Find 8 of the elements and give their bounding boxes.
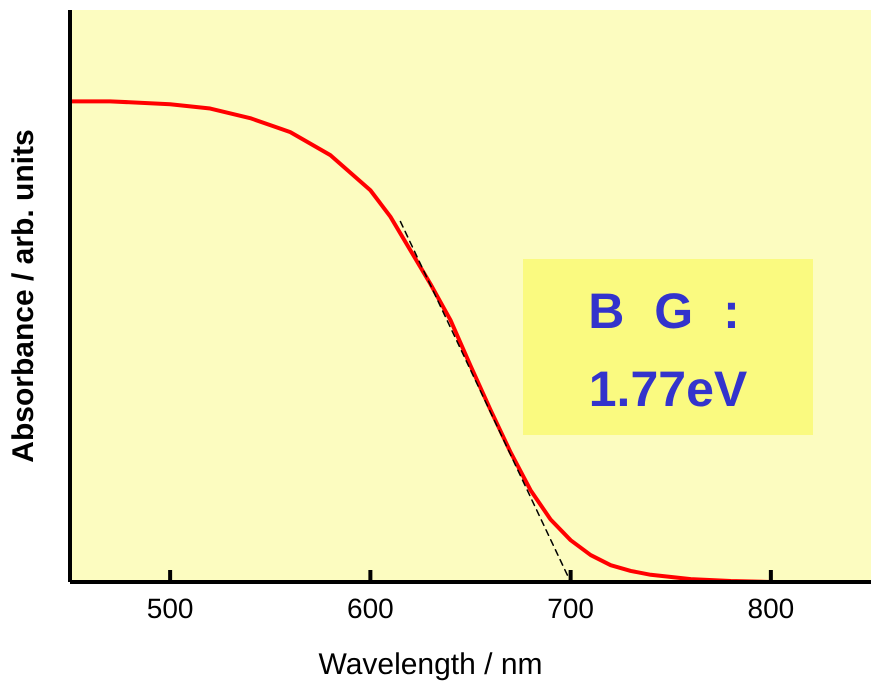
x-tick-label: 600: [347, 593, 394, 624]
x-tick-label: 500: [146, 593, 194, 624]
annotation: 1.77eV: [588, 361, 748, 417]
x-tick-label: 800: [748, 593, 794, 624]
x-axis-title: Wavelength / nm: [318, 648, 542, 681]
annotation: B G :: [588, 283, 748, 339]
y-axis-title: Absorbance / arb. units: [7, 129, 40, 463]
x-tick-label: 700: [547, 593, 594, 624]
